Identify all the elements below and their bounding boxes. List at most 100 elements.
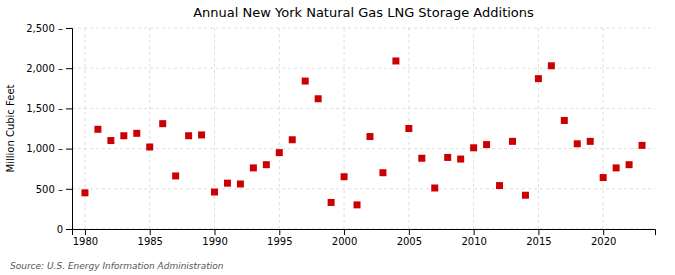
- x-axis: 1980 1985 1990 1995 2000 2005 2010 2015 2020: [73, 229, 656, 247]
- y-tick-label: 2,000 –: [26, 63, 63, 74]
- x-tick: 2010: [461, 229, 486, 247]
- x-tick: 1985: [138, 229, 163, 247]
- point: [392, 57, 399, 64]
- point: [224, 180, 231, 187]
- x-tick: 1990: [202, 229, 227, 247]
- x-tick: 2005: [397, 229, 422, 247]
- y-tick-label: 1,500 –: [26, 103, 63, 114]
- point: [587, 138, 594, 145]
- grid-line-y: [72, 28, 655, 29]
- point: [354, 201, 361, 208]
- x-tick-label: 2020: [591, 236, 616, 247]
- x-tick: 1980: [73, 229, 98, 247]
- point: [548, 62, 555, 69]
- x-tick-mark: [344, 229, 345, 235]
- y-tick: 2,500 –: [26, 23, 72, 34]
- x-tick: 1995: [267, 229, 292, 247]
- point: [341, 173, 348, 180]
- y-tick-label: 2,500 –: [26, 23, 63, 34]
- point: [328, 199, 335, 206]
- point: [496, 182, 503, 189]
- point: [146, 143, 153, 150]
- x-tick-label: 1980: [73, 236, 98, 247]
- x-tick-mark: [215, 229, 216, 235]
- point: [626, 161, 633, 168]
- x-tick-mark: [409, 229, 410, 235]
- point: [535, 75, 542, 82]
- y-axis-title: Million Cubic Feet: [5, 84, 16, 172]
- point: [211, 189, 218, 196]
- x-tick-mark: [538, 229, 539, 235]
- x-tick-label: 2005: [397, 236, 422, 247]
- y-tick-label: 0: [57, 224, 63, 235]
- x-axis-line: [73, 230, 656, 236]
- x-tick-mark: [150, 229, 151, 235]
- point: [379, 169, 386, 176]
- point: [457, 156, 464, 163]
- grid-line-x: [473, 28, 474, 229]
- x-tick-mark: [603, 229, 604, 235]
- point: [107, 137, 114, 144]
- point: [600, 174, 607, 181]
- x-tick-label: 1990: [202, 236, 227, 247]
- point: [639, 142, 646, 149]
- y-tick-mark: [66, 108, 72, 109]
- grid: [72, 28, 655, 229]
- grid-line-y: [72, 108, 655, 109]
- x-tick-mark: [474, 229, 475, 235]
- point: [81, 189, 88, 196]
- y-tick-label: 500 –: [36, 184, 63, 195]
- point: [263, 161, 270, 168]
- grid-line-x: [214, 28, 215, 229]
- point: [509, 138, 516, 145]
- point: [276, 149, 283, 156]
- point: [613, 164, 620, 171]
- y-tick-label: 1,000 –: [26, 143, 63, 154]
- point: [483, 141, 490, 148]
- x-tick-mark: [85, 229, 86, 235]
- grid-line-x: [344, 28, 345, 229]
- point: [250, 164, 257, 171]
- x-tick: 2015: [526, 229, 551, 247]
- x-tick-label: 2000: [332, 236, 357, 247]
- x-tick-label: 1985: [138, 236, 163, 247]
- point: [315, 95, 322, 102]
- y-tick-mark: [66, 68, 72, 69]
- point: [431, 184, 438, 191]
- point: [289, 136, 296, 143]
- x-tick: 2000: [332, 229, 357, 247]
- x-tick-mark: [279, 229, 280, 235]
- y-tick: 1,000 –: [26, 143, 72, 154]
- chart: 1980 1985 1990 1995 2000 2005 2010 2015 2020 0 500…: [0, 0, 675, 275]
- x-tick: 2020: [591, 229, 616, 247]
- y-tick: 2,000 –: [26, 63, 72, 74]
- point: [302, 78, 309, 85]
- plot: 1980 1985 1990 1995 2000 2005 2010 2015 2020 0 500…: [26, 23, 655, 247]
- grid-line-x: [84, 28, 85, 229]
- point: [172, 172, 179, 179]
- y-axis-line: [66, 29, 73, 230]
- point: [418, 155, 425, 162]
- grid-line-y: [72, 188, 655, 189]
- y-axis: 0 500 – 1,000 – 1,500 – 2,000 – 2,500 –: [26, 23, 72, 235]
- source-note: Source: U.S. Energy Information Administ…: [10, 261, 224, 271]
- point: [133, 130, 140, 137]
- x-tick-label: 2010: [461, 236, 486, 247]
- grid-line-x: [279, 28, 280, 229]
- point: [94, 126, 101, 133]
- point: [120, 132, 127, 139]
- point: [561, 117, 568, 124]
- y-tick: 0: [57, 224, 72, 235]
- point: [574, 140, 581, 147]
- point: [522, 192, 529, 199]
- point: [405, 125, 412, 132]
- point: [198, 131, 205, 138]
- y-tick-mark: [66, 28, 72, 29]
- grid-line-x: [603, 28, 604, 229]
- point: [470, 144, 477, 151]
- y-tick-mark: [66, 229, 72, 230]
- points: [81, 57, 645, 208]
- title: Annual New York Natural Gas LNG Storage …: [193, 5, 534, 20]
- point: [444, 154, 451, 161]
- y-tick-mark: [66, 149, 72, 150]
